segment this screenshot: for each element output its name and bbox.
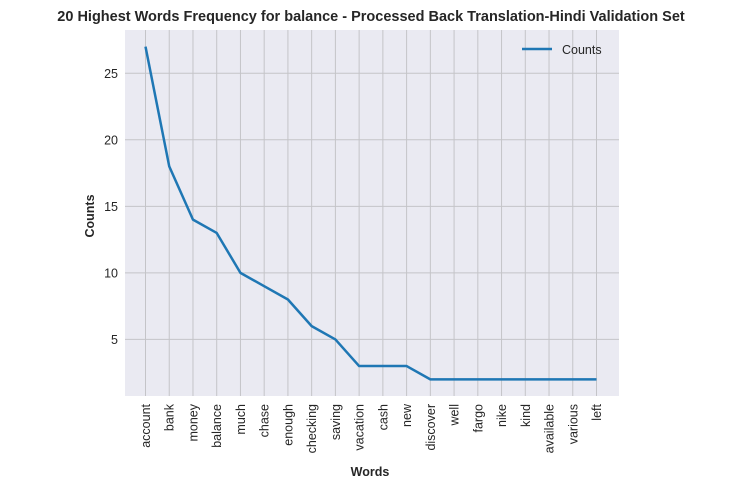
x-tick-label: saving <box>329 404 343 440</box>
x-tick-label: money <box>186 403 200 441</box>
x-tick-label: vacation <box>353 404 367 451</box>
x-axis-ticks: account bank money balance much chase enough ch… <box>139 403 604 453</box>
x-tick-label: left <box>590 403 604 420</box>
y-tick-label: 5 <box>111 333 118 347</box>
x-tick-label: well <box>448 404 462 427</box>
x-tick-label: checking <box>305 404 319 453</box>
x-tick-label: chase <box>258 404 272 437</box>
x-tick-label: available <box>543 404 557 453</box>
y-tick-label: 15 <box>104 200 118 214</box>
x-tick-label: fargo <box>471 404 485 433</box>
legend-label-counts: Counts <box>562 43 602 57</box>
x-tick-label: kind <box>519 404 533 427</box>
y-axis-label: Counts <box>83 194 97 237</box>
x-tick-label: new <box>400 403 414 427</box>
y-tick-label: 20 <box>104 133 118 147</box>
x-tick-label: various <box>566 404 580 444</box>
plot-area <box>125 30 619 396</box>
series-line-counts <box>144 46 597 381</box>
y-axis-ticks: 5 10 15 20 25 <box>104 67 118 347</box>
chart-title: 20 Highest Words Frequency for balance -… <box>57 9 685 25</box>
x-tick-label: much <box>234 404 248 435</box>
grid <box>125 30 619 396</box>
x-tick-label: cash <box>376 404 390 430</box>
legend: Counts <box>522 43 602 57</box>
y-tick-label: 10 <box>104 266 118 280</box>
x-axis-label: Words <box>351 465 390 479</box>
x-tick-label: nike <box>495 404 509 427</box>
x-tick-label: discover <box>424 404 438 451</box>
y-tick-label: 25 <box>104 67 118 81</box>
x-tick-label: account <box>139 403 153 447</box>
x-tick-label: balance <box>210 404 224 448</box>
x-tick-label: bank <box>163 403 177 431</box>
x-tick-label: enough <box>281 404 295 446</box>
